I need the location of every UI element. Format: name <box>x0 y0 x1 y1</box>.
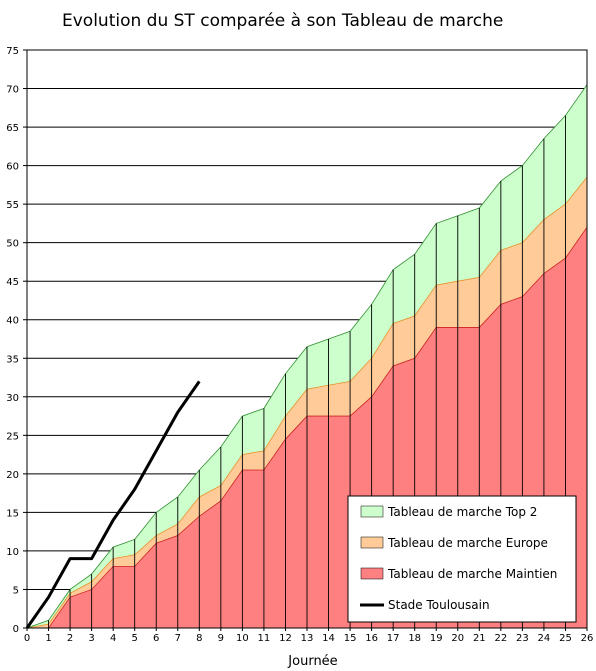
y-tick-label: 65 <box>6 123 19 134</box>
chart-title: Evolution du ST comparée à son Tableau d… <box>62 11 503 31</box>
y-tick-label: 35 <box>6 354 19 365</box>
y-tick-label: 45 <box>6 277 19 288</box>
x-tick-label: 0 <box>24 633 30 644</box>
y-tick-label: 0 <box>13 624 19 635</box>
x-tick-label: 23 <box>516 633 529 644</box>
x-tick-label: 14 <box>322 633 335 644</box>
legend-label-3: Stade Toulousain <box>388 598 490 612</box>
y-tick-label: 60 <box>6 162 19 173</box>
legend-label-2: Tableau de marche Top 2 <box>387 505 537 519</box>
y-tick-label: 15 <box>6 508 19 519</box>
line-series <box>25 380 201 629</box>
x-tick-label: 1 <box>45 633 51 644</box>
x-tick-label: 8 <box>196 633 202 644</box>
x-tick-label: 20 <box>451 633 464 644</box>
line-series-3 <box>25 380 201 629</box>
y-tick-label: 55 <box>6 200 19 211</box>
x-tick-label: 24 <box>538 633 551 644</box>
x-tick-label: 2 <box>67 633 73 644</box>
x-tick-label: 26 <box>581 633 594 644</box>
x-tick-label: 9 <box>218 633 224 644</box>
y-tick-label: 5 <box>13 585 19 596</box>
x-tick-label: 22 <box>494 633 507 644</box>
x-tick-label: 6 <box>153 633 159 644</box>
x-tick-label: 18 <box>408 633 421 644</box>
x-tick-labels: 0 1 2 3 4 5 6 7 8 9 10 11 12 13 14 15 16 17 18 19 20 21 22 23 24… <box>24 628 594 644</box>
x-tick-label: 10 <box>236 633 249 644</box>
x-tick-label: 12 <box>279 633 292 644</box>
x-tick-label: 19 <box>430 633 443 644</box>
legend-label-1: Tableau de marche Europe <box>387 536 548 550</box>
legend-swatch-2 <box>360 505 384 518</box>
y-tick-labels: 0 5 10 15 20 25 30 35 40 45 50 55 60 65 70 75 <box>6 46 19 635</box>
y-tick-label: 75 <box>6 46 19 57</box>
x-tick-label: 15 <box>344 633 357 644</box>
x-tick-label: 3 <box>88 633 94 644</box>
y-tick-label: 50 <box>6 239 19 250</box>
legend-swatch-1 <box>360 536 384 549</box>
legend-swatch-0 <box>360 567 384 580</box>
x-tick-label: 11 <box>258 633 271 644</box>
x-tick-label: 13 <box>301 633 314 644</box>
y-tick-label: 25 <box>6 431 19 442</box>
x-tick-label: 25 <box>559 633 572 644</box>
y-tick-label: 10 <box>6 547 19 558</box>
y-tick-label: 70 <box>6 85 19 96</box>
x-tick-label: 7 <box>175 633 181 644</box>
x-tick-label: 5 <box>132 633 138 644</box>
x-axis-label: Journée <box>287 654 337 669</box>
x-tick-label: 4 <box>110 633 116 644</box>
x-tick-label: 16 <box>365 633 378 644</box>
y-tick-label: 30 <box>6 393 19 404</box>
x-tick-label: 17 <box>387 633 400 644</box>
y-tick-label: 40 <box>6 316 19 327</box>
y-tick-label: 20 <box>6 470 19 481</box>
x-tick-label: 21 <box>473 633 486 644</box>
legend: Tableau de marche Top 2 Tableau de marche… <box>347 495 577 623</box>
legend-label-0: Tableau de marche Maintien <box>387 567 557 581</box>
legend-box <box>347 495 577 623</box>
